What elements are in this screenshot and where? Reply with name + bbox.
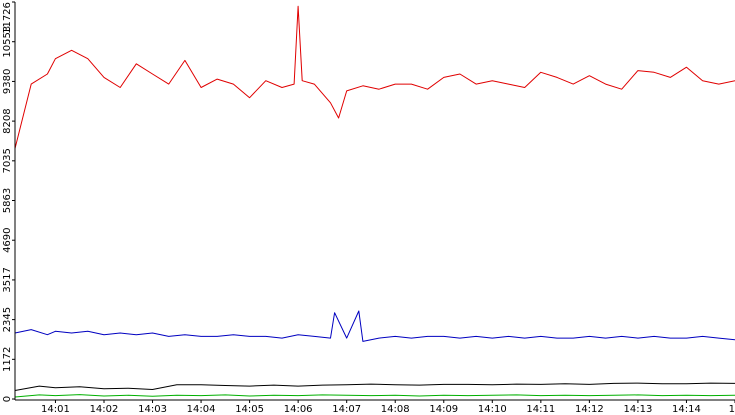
y-tick-label: 1172 [2, 347, 13, 372]
y-axis: 0 1172 2345 3517 4690 5863 7035 8208 9380 1055311… [2, 1, 16, 402]
x-tick-label: 14:12 [575, 404, 604, 415]
x-tick-label: 14:08 [381, 404, 410, 415]
series-line-3 [14, 382, 735, 391]
x-tick-label: 14:07 [332, 404, 361, 415]
x-tick-label: 14:03 [138, 404, 167, 415]
y-tick-label: 10553 [2, 26, 13, 58]
x-tick-label: 14:01 [41, 404, 70, 415]
y-tick-label: 3517 [2, 267, 13, 292]
x-tick-label: 14:10 [478, 404, 507, 415]
y-tick-label: 11726 [2, 2, 13, 34]
x-tick-label: 14:06 [284, 404, 313, 415]
y-tick-label: 2345 [2, 307, 13, 332]
x-tick-label: 14:13 [624, 404, 653, 415]
y-tick-label: 0 [2, 396, 13, 402]
series-layer [14, 5, 735, 398]
y-tick-label: 9380 [2, 69, 13, 94]
x-tick-label: 14:09 [429, 404, 458, 415]
series-line-1 [14, 5, 735, 149]
x-tick-label: 14:11 [526, 404, 555, 415]
y-tick-label: 4690 [2, 227, 13, 252]
y-tick-label: 7035 [2, 148, 13, 173]
x-tick-label: 14 [729, 404, 735, 415]
series-line-4 [14, 394, 735, 398]
x-tick-label: 14:04 [187, 404, 216, 415]
x-tick-label: 14:02 [90, 404, 119, 415]
series-line-2 [14, 310, 735, 342]
x-axis: 14:01 14:02 14:03 14:04 14:05 14:06 14:07 14:08… [15, 399, 735, 415]
y-tick-label: 5863 [2, 188, 13, 213]
x-tick-label: 14:14 [672, 404, 701, 415]
y-tick-label: 8208 [2, 108, 13, 133]
x-tick-label: 14:05 [235, 404, 264, 415]
